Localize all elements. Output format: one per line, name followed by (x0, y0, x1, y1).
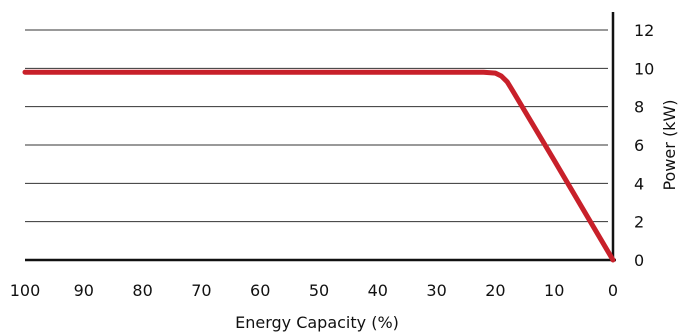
x-tick-label-10: 10 (544, 281, 564, 300)
x-tick-label-30: 30 (426, 281, 446, 300)
x-tick-label-70: 70 (191, 281, 211, 300)
x-tick-labels: 100 90 80 70 60 50 40 30 20 10 0 (10, 281, 618, 300)
y-tick-labels: 0 2 4 6 8 10 12 (634, 21, 654, 270)
x-tick-label-60: 60 (250, 281, 270, 300)
series-layer (22, 69, 616, 263)
y-tick-label-2: 2 (634, 213, 644, 232)
y-tick-label-4: 4 (634, 174, 644, 193)
axes (25, 12, 616, 262)
x-tick-label-100: 100 (10, 281, 41, 300)
x-tick-label-20: 20 (485, 281, 505, 300)
x-tick-label-40: 40 (368, 281, 388, 300)
x-tick-label-80: 80 (132, 281, 152, 300)
x-axis-label: Energy Capacity (%) (235, 313, 399, 332)
y-tick-label-10: 10 (634, 59, 654, 78)
x-tick-label-50: 50 (309, 281, 329, 300)
grid-lines (25, 29, 608, 223)
x-tick-label-90: 90 (74, 281, 94, 300)
y-axis-label: Power (kW) (660, 99, 679, 190)
y-tick-label-6: 6 (634, 136, 644, 155)
x-tick-label-0: 0 (608, 281, 618, 300)
y-tick-label-8: 8 (634, 98, 644, 117)
series-line-0 (22, 69, 616, 263)
y-tick-label-12: 12 (634, 21, 654, 40)
y-tick-label-0: 0 (634, 251, 644, 270)
